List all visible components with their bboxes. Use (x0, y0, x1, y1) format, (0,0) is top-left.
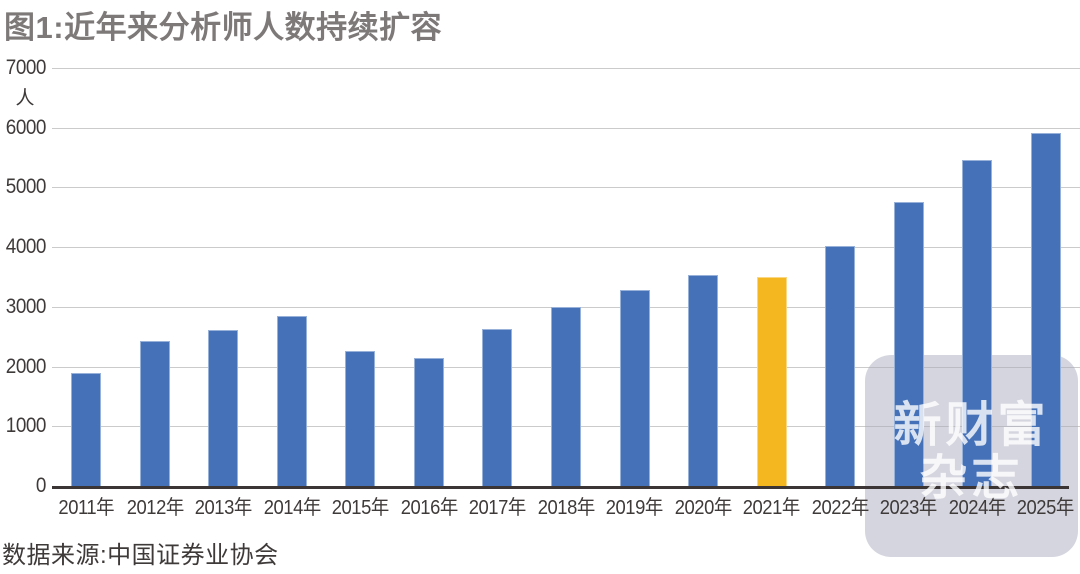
bar-2025年 (1031, 133, 1061, 488)
x-axis-line (52, 486, 1069, 489)
y-tick-label-4000: 4000 (5, 235, 47, 258)
y-tick-label-3000: 3000 (5, 295, 47, 318)
bar-2022年 (825, 246, 855, 488)
x-tick-label-2020年: 2020年 (674, 497, 732, 519)
x-tick-label-2025年: 2025年 (1017, 497, 1075, 519)
x-tick-label-2022年: 2022年 (811, 497, 869, 519)
chart-title: 图1:近年来分析师人数持续扩容 (4, 10, 443, 45)
y-tick-label-6000: 6000 (5, 116, 47, 139)
bar-2020年 (688, 275, 718, 488)
x-tick-label-2021年: 2021年 (743, 497, 801, 519)
bar-2014年 (277, 316, 307, 488)
bar-2018年 (551, 307, 581, 488)
bar-2019年 (620, 290, 650, 488)
x-tick-label-2011年: 2011年 (58, 497, 115, 519)
x-tick-label-2014年: 2014年 (263, 497, 321, 519)
watermark-line2: 杂志 (919, 452, 1024, 505)
y-tick-label-0: 0 (35, 474, 47, 497)
y-tick-label-1000: 1000 (5, 414, 47, 437)
x-tick-label-2017年: 2017年 (468, 497, 526, 519)
x-tick-label-2024年: 2024年 (948, 497, 1006, 519)
bar-2016年 (414, 358, 444, 488)
bar-2015年 (345, 351, 375, 488)
y-tick-label-7000: 7000 (5, 56, 47, 79)
x-tick-label-2016年: 2016年 (400, 497, 458, 519)
gridline-4000 (52, 247, 1080, 248)
bar-2013年 (208, 330, 238, 488)
bar-2017年 (482, 329, 512, 488)
source-note: 数据来源:中国证券业协会 (2, 542, 279, 569)
x-tick-label-2012年: 2012年 (126, 497, 184, 519)
x-tick-label-2013年: 2013年 (194, 497, 252, 519)
bar-2011年 (71, 373, 101, 488)
bar-2023年 (894, 202, 924, 488)
x-tick-label-2019年: 2019年 (606, 497, 664, 519)
y-tick-label-2000: 2000 (5, 355, 47, 378)
gridline-5000 (52, 187, 1080, 188)
bar-2012年 (140, 341, 170, 488)
y-tick-label-5000: 5000 (5, 175, 47, 198)
y-axis-unit-label: 人 (15, 88, 35, 109)
watermark-line1: 新财富 (893, 399, 1050, 452)
x-tick-label-2015年: 2015年 (331, 497, 389, 519)
bar-2021年 (757, 277, 787, 488)
watermark-text: 新财富 杂志 (865, 399, 1078, 505)
x-tick-label-2023年: 2023年 (880, 497, 938, 519)
gridline-7000 (52, 68, 1080, 69)
gridline-6000 (52, 128, 1080, 129)
bar-2024年 (962, 160, 992, 488)
x-tick-label-2018年: 2018年 (537, 497, 595, 519)
